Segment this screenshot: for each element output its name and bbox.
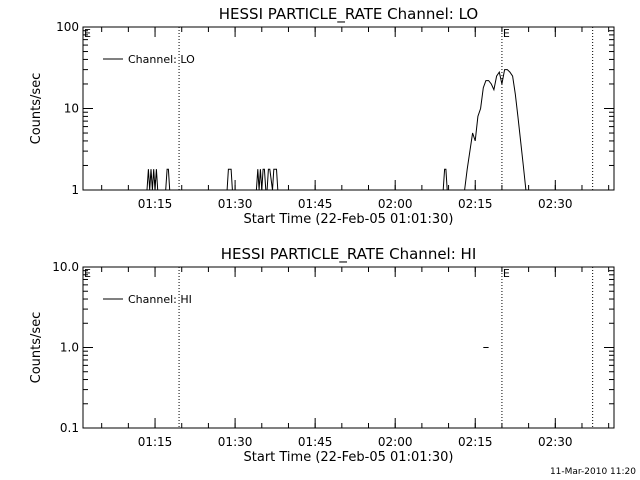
hi-x-axis-label: Start Time (22-Feb-05 01:01:30) — [244, 450, 454, 465]
hi-time-marker-label: E — [503, 267, 510, 280]
lo-y-axis-label: Counts/sec — [29, 73, 44, 145]
lo-series-line — [146, 69, 529, 191]
hi-x-tick-label: 02:00 — [378, 435, 413, 449]
hi-chart-title: HESSI PARTICLE_RATE Channel: HI — [221, 245, 477, 264]
hi-y-axis-label: Counts/sec — [29, 312, 44, 384]
lo-chart-title: HESSI PARTICLE_RATE Channel: LO — [219, 5, 478, 24]
lo-legend-label: Channel: LO — [128, 53, 195, 66]
lo-x-tick-label: 01:15 — [138, 197, 173, 211]
lo-x-tick-label: 02:15 — [458, 197, 493, 211]
lo-panel: HESSI PARTICLE_RATE Channel: LO 01:15 01:3… — [29, 5, 615, 227]
lo-x-tick-label: 02:00 — [378, 197, 413, 211]
hi-x-tick-label: 01:30 — [218, 435, 253, 449]
lo-x-axis-label: Start Time (22-Feb-05 01:01:30) — [244, 212, 454, 227]
lo-y-tick-label: 1 — [71, 183, 79, 197]
lo-y-tick-label: 100 — [56, 20, 79, 34]
hi-y-tick-label: 10.0 — [52, 260, 79, 274]
hi-x-tick-label: 02:15 — [458, 435, 493, 449]
hi-legend-label: Channel: HI — [128, 293, 192, 306]
footer-timestamp: 11-Mar-2010 11:20 — [550, 467, 636, 477]
hi-y-tick-label: 0.1 — [60, 421, 79, 435]
lo-x-tick-label: 02:30 — [538, 197, 573, 211]
lo-x-tick-label: 01:45 — [298, 197, 333, 211]
lo-y-tick-label: 10 — [64, 102, 79, 116]
lo-time-marker-label: E — [503, 27, 510, 40]
lo-x-tick-label: 01:30 — [218, 197, 253, 211]
hi-corner-label: E — [84, 267, 91, 280]
hi-y-tick-label: 1.0 — [60, 341, 79, 355]
hi-x-tick-label: 01:15 — [138, 435, 173, 449]
hi-x-tick-label: 02:30 — [538, 435, 573, 449]
lo-corner-label: E — [84, 27, 91, 40]
hi-panel: HESSI PARTICLE_RATE Channel: HI 01:15 01:3… — [29, 245, 615, 465]
hi-x-tick-label: 01:45 — [298, 435, 333, 449]
